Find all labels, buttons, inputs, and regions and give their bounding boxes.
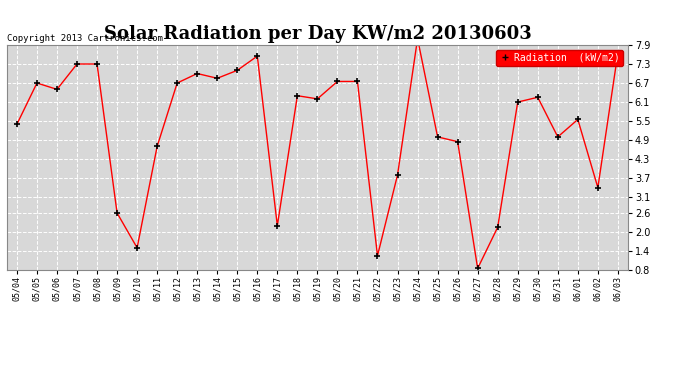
Radiation  (kW/m2) <box>553 135 562 139</box>
Radiation  (kW/m2) <box>153 144 161 148</box>
Radiation  (kW/m2) <box>313 97 322 101</box>
Radiation  (kW/m2) <box>233 68 242 73</box>
Radiation  (kW/m2) <box>513 100 522 104</box>
Radiation  (kW/m2) <box>353 79 362 84</box>
Radiation  (kW/m2) <box>13 122 21 126</box>
Radiation  (kW/m2) <box>73 62 81 66</box>
Radiation  (kW/m2) <box>433 135 442 139</box>
Title: Solar Radiation per Day KW/m2 20130603: Solar Radiation per Day KW/m2 20130603 <box>104 26 531 44</box>
Radiation  (kW/m2) <box>333 79 342 84</box>
Radiation  (kW/m2) <box>493 225 502 230</box>
Radiation  (kW/m2) <box>33 81 41 85</box>
Radiation  (kW/m2) <box>213 76 221 81</box>
Radiation  (kW/m2) <box>593 185 602 190</box>
Radiation  (kW/m2) <box>273 224 282 228</box>
Radiation  (kW/m2) <box>613 51 622 55</box>
Radiation  (kW/m2) <box>533 95 542 99</box>
Radiation  (kW/m2) <box>93 62 101 66</box>
Text: Copyright 2013 Cartronics.com: Copyright 2013 Cartronics.com <box>7 34 163 43</box>
Radiation  (kW/m2) <box>393 172 402 177</box>
Radiation  (kW/m2) <box>253 54 262 58</box>
Radiation  (kW/m2) <box>413 36 422 41</box>
Radiation  (kW/m2) <box>53 87 61 92</box>
Radiation  (kW/m2) <box>473 266 482 271</box>
Radiation  (kW/m2) <box>573 117 582 122</box>
Legend: Radiation  (kW/m2): Radiation (kW/m2) <box>496 50 623 66</box>
Radiation  (kW/m2) <box>293 93 302 98</box>
Radiation  (kW/m2) <box>173 81 181 85</box>
Radiation  (kW/m2) <box>373 254 382 258</box>
Radiation  (kW/m2) <box>133 246 141 250</box>
Radiation  (kW/m2) <box>193 71 201 76</box>
Radiation  (kW/m2) <box>113 211 121 215</box>
Line: Radiation  (kW/m2): Radiation (kW/m2) <box>14 36 621 271</box>
Radiation  (kW/m2) <box>453 140 462 144</box>
